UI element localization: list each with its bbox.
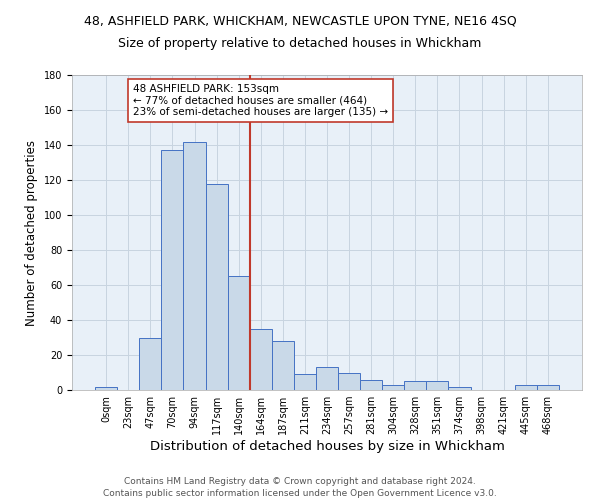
X-axis label: Distribution of detached houses by size in Whickham: Distribution of detached houses by size …	[149, 440, 505, 453]
Bar	[184, 142, 206, 390]
Bar	[206, 184, 227, 390]
Bar	[360, 380, 382, 390]
Bar	[537, 385, 559, 390]
Text: 48, ASHFIELD PARK, WHICKHAM, NEWCASTLE UPON TYNE, NE16 4SQ: 48, ASHFIELD PARK, WHICKHAM, NEWCASTLE U…	[83, 15, 517, 28]
Bar	[382, 385, 404, 390]
Y-axis label: Number of detached properties: Number of detached properties	[25, 140, 38, 326]
Bar	[427, 381, 448, 390]
Bar	[161, 150, 184, 390]
Bar	[95, 386, 117, 390]
Bar	[272, 341, 294, 390]
Bar	[227, 276, 250, 390]
Bar	[338, 372, 360, 390]
Text: Contains public sector information licensed under the Open Government Licence v3: Contains public sector information licen…	[103, 488, 497, 498]
Text: Size of property relative to detached houses in Whickham: Size of property relative to detached ho…	[118, 38, 482, 51]
Bar	[404, 381, 427, 390]
Bar	[515, 385, 537, 390]
Text: 48 ASHFIELD PARK: 153sqm
← 77% of detached houses are smaller (464)
23% of semi-: 48 ASHFIELD PARK: 153sqm ← 77% of detach…	[133, 84, 388, 117]
Bar	[294, 374, 316, 390]
Bar	[316, 367, 338, 390]
Bar	[250, 329, 272, 390]
Bar	[139, 338, 161, 390]
Bar	[448, 386, 470, 390]
Text: Contains HM Land Registry data © Crown copyright and database right 2024.: Contains HM Land Registry data © Crown c…	[124, 477, 476, 486]
